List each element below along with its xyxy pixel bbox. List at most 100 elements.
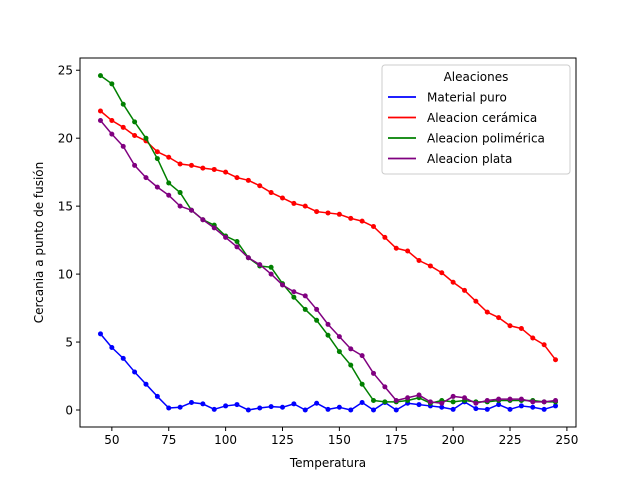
- data-point: [291, 289, 297, 295]
- legend-label: Aleacion plata: [427, 152, 512, 166]
- data-point: [348, 346, 354, 352]
- data-point: [166, 405, 172, 411]
- data-point: [245, 177, 251, 183]
- data-point: [109, 131, 115, 137]
- data-point: [359, 353, 365, 359]
- data-point: [268, 264, 274, 270]
- data-point: [530, 399, 536, 405]
- x-tick-label: 50: [104, 433, 119, 447]
- data-point: [314, 209, 320, 215]
- data-point: [416, 392, 422, 398]
- data-point: [223, 234, 229, 240]
- y-tick-label: 0: [65, 404, 73, 418]
- data-point: [518, 325, 524, 331]
- data-point: [279, 282, 285, 288]
- data-point: [496, 396, 502, 402]
- y-tick-label: 20: [58, 132, 73, 146]
- data-point: [541, 342, 547, 348]
- x-tick-label: 175: [385, 433, 408, 447]
- data-point: [120, 101, 126, 107]
- data-point: [143, 381, 149, 387]
- data-point: [359, 381, 365, 387]
- x-tick-label: 100: [214, 433, 237, 447]
- data-point: [416, 402, 422, 408]
- data-point: [143, 135, 149, 141]
- data-point: [109, 344, 115, 350]
- data-point: [393, 245, 399, 251]
- data-point: [371, 397, 377, 403]
- x-tick-label: 250: [555, 433, 578, 447]
- data-point: [97, 118, 103, 124]
- data-point: [154, 393, 160, 399]
- data-point: [314, 306, 320, 312]
- data-point: [507, 323, 513, 329]
- data-point: [530, 335, 536, 341]
- x-tick-label: 150: [328, 433, 351, 447]
- data-point: [553, 403, 559, 409]
- series-aleacion-ceramica: [97, 108, 559, 363]
- data-point: [223, 403, 229, 409]
- legend: Aleaciones Material puro Aleacion cerámic…: [381, 64, 571, 175]
- data-point: [382, 234, 388, 240]
- data-point: [359, 400, 365, 406]
- data-point: [416, 258, 422, 264]
- data-point: [154, 149, 160, 155]
- data-point: [439, 400, 445, 406]
- data-point: [439, 404, 445, 410]
- data-point: [279, 195, 285, 201]
- data-point: [234, 175, 240, 181]
- data-point: [166, 192, 172, 198]
- data-point: [325, 321, 331, 327]
- data-point: [109, 118, 115, 124]
- data-point: [507, 406, 513, 412]
- data-point: [132, 369, 138, 375]
- data-point: [314, 317, 320, 323]
- data-point: [211, 225, 217, 231]
- data-point: [336, 349, 342, 355]
- data-point: [518, 403, 524, 409]
- data-point: [211, 166, 217, 172]
- data-point: [132, 162, 138, 168]
- data-point: [268, 404, 274, 410]
- data-point: [473, 406, 479, 412]
- data-point: [200, 401, 206, 407]
- data-point: [120, 355, 126, 361]
- data-point: [359, 218, 365, 224]
- data-point: [188, 400, 194, 406]
- data-point: [177, 203, 183, 209]
- data-point: [97, 108, 103, 114]
- data-point: [325, 332, 331, 338]
- x-axis-label: Temperatura: [289, 456, 366, 470]
- data-point: [257, 183, 263, 189]
- legend-label: Aleacion polimérica: [427, 132, 545, 146]
- y-axis-ticks: 0 5 10 15 20 25: [58, 64, 80, 418]
- data-point: [120, 124, 126, 130]
- legend-entry: Aleacion plata: [388, 152, 512, 166]
- data-point: [154, 156, 160, 162]
- data-point: [450, 279, 456, 285]
- data-point: [427, 263, 433, 269]
- data-point: [336, 404, 342, 410]
- data-point: [496, 315, 502, 321]
- data-point: [484, 397, 490, 403]
- data-point: [405, 395, 411, 401]
- data-point: [245, 407, 251, 413]
- data-point: [405, 248, 411, 254]
- data-point: [97, 331, 103, 337]
- data-point: [154, 184, 160, 190]
- y-tick-label: 10: [58, 268, 73, 282]
- data-point: [279, 404, 285, 410]
- data-point: [371, 370, 377, 376]
- data-point: [473, 400, 479, 406]
- data-point: [348, 362, 354, 368]
- series-layer: [97, 73, 559, 413]
- data-point: [177, 404, 183, 410]
- legend-entry: Aleacion cerámica: [388, 111, 537, 125]
- data-point: [462, 287, 468, 293]
- data-point: [291, 401, 297, 407]
- y-tick-label: 5: [65, 336, 73, 350]
- data-point: [234, 402, 240, 408]
- data-point: [166, 154, 172, 160]
- data-point: [393, 397, 399, 403]
- y-tick-label: 15: [58, 200, 73, 214]
